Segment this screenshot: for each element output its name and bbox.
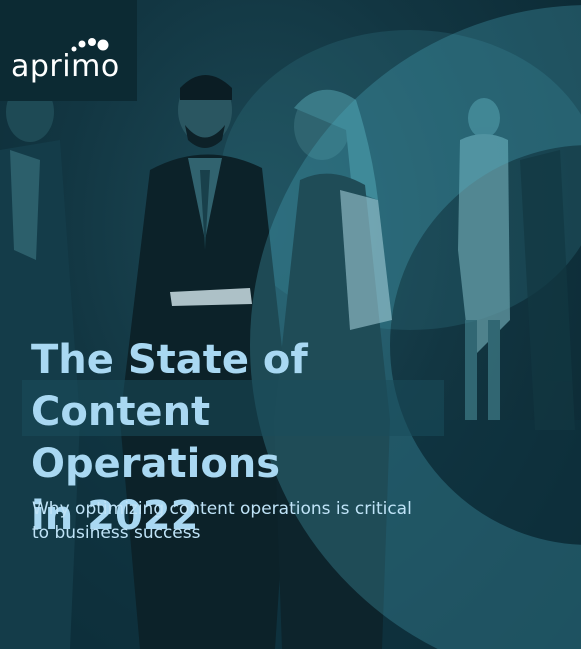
logo-wordmark: aprimo bbox=[11, 49, 120, 84]
title-band bbox=[22, 380, 444, 436]
title-line: The State of bbox=[31, 337, 308, 383]
report-title: The State of Content Operations in 2022 bbox=[31, 334, 471, 542]
subtitle-line: Why optimizing content operations is cri… bbox=[32, 499, 412, 519]
background-people bbox=[458, 98, 575, 430]
decorative-arc bbox=[250, 5, 581, 649]
report-subtitle: Why optimizing content operations is cri… bbox=[32, 497, 452, 545]
dots-icon bbox=[71, 38, 109, 52]
subtitle-line: to business success bbox=[32, 523, 201, 543]
title-line: Content Operations bbox=[31, 389, 281, 487]
person-woman bbox=[170, 89, 392, 649]
logo: aprimo bbox=[0, 0, 137, 101]
paper-sheet bbox=[170, 288, 252, 306]
title-line: in 2022 bbox=[31, 493, 199, 539]
